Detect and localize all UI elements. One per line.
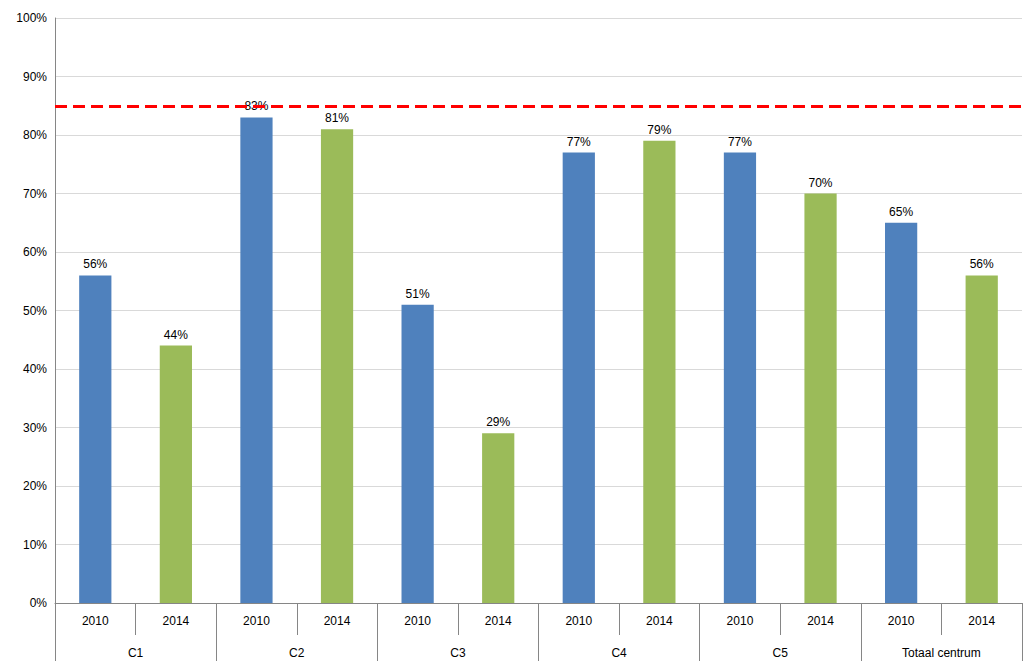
svg-text:65%: 65%	[889, 205, 913, 219]
svg-text:56%: 56%	[970, 257, 994, 271]
svg-text:90%: 90%	[23, 70, 47, 84]
svg-text:77%: 77%	[728, 135, 752, 149]
svg-text:2014: 2014	[646, 614, 673, 628]
svg-text:100%: 100%	[16, 11, 47, 25]
svg-text:20%: 20%	[23, 479, 47, 493]
svg-text:2010: 2010	[82, 614, 109, 628]
svg-text:77%: 77%	[567, 135, 591, 149]
svg-text:2014: 2014	[485, 614, 512, 628]
svg-text:2010: 2010	[404, 614, 431, 628]
svg-text:2014: 2014	[324, 614, 351, 628]
svg-text:70%: 70%	[809, 176, 833, 190]
svg-text:2010: 2010	[888, 614, 915, 628]
svg-text:40%: 40%	[23, 362, 47, 376]
svg-text:2014: 2014	[968, 614, 995, 628]
svg-text:2014: 2014	[807, 614, 834, 628]
svg-text:10%: 10%	[23, 538, 47, 552]
svg-text:80%: 80%	[23, 128, 47, 142]
svg-text:2014: 2014	[163, 614, 190, 628]
svg-text:Totaal centrum: Totaal centrum	[902, 646, 981, 660]
svg-text:C2: C2	[289, 646, 305, 660]
svg-text:C4: C4	[611, 646, 627, 660]
svg-text:44%: 44%	[164, 328, 188, 342]
svg-text:51%: 51%	[406, 287, 430, 301]
svg-text:30%: 30%	[23, 421, 47, 435]
svg-text:29%: 29%	[486, 415, 510, 429]
svg-text:79%: 79%	[647, 123, 671, 137]
svg-text:83%: 83%	[244, 99, 269, 114]
svg-text:70%: 70%	[23, 187, 47, 201]
svg-text:60%: 60%	[23, 245, 47, 259]
svg-text:C5: C5	[773, 646, 789, 660]
svg-text:81%: 81%	[325, 111, 349, 125]
svg-text:50%: 50%	[23, 304, 47, 318]
svg-text:C3: C3	[450, 646, 466, 660]
svg-text:2010: 2010	[565, 614, 592, 628]
svg-text:C1: C1	[128, 646, 144, 660]
svg-text:2010: 2010	[243, 614, 270, 628]
svg-text:2010: 2010	[727, 614, 754, 628]
svg-text:0%: 0%	[30, 596, 48, 610]
svg-text:56%: 56%	[83, 257, 107, 271]
